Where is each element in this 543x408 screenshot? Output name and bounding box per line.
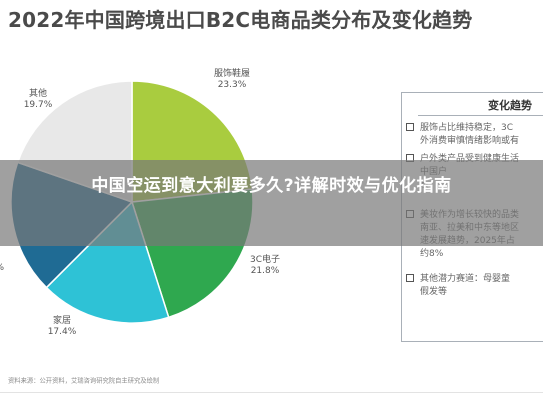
slice-category-label: 家居: [53, 314, 71, 326]
trend-item-text: 其他潜力赛道：母婴童 假发等: [420, 274, 511, 297]
checkbox-icon: [406, 274, 414, 282]
source-note: 资料来源：公开资料，艾瑞咨询研究院自主研究及绘制: [8, 376, 160, 385]
trend-item-text: 服饰占比维持稳定，3C 外消费审慎情绪影响或有: [420, 123, 520, 146]
trend-panel-header: [418, 93, 543, 116]
footer-divider: [0, 392, 543, 393]
overlay-banner: [0, 160, 543, 246]
overlay-headline: 中国空运到意大利要多久?详解时效与优化指南: [91, 176, 452, 196]
slice-value-label: 17.4%: [48, 327, 77, 337]
checkbox-icon: [406, 123, 414, 131]
slice-category-label: 3C电子: [250, 253, 280, 265]
slice-category-label: 其他: [29, 87, 47, 99]
slice-value-label: 21.8%: [251, 266, 280, 276]
slice-value-label: 23.3%: [218, 80, 247, 90]
chart-title: 2022年中国跨境出口B2C电商品类分布及变化趋势: [8, 8, 473, 32]
slice-value-label: 19.7%: [24, 100, 53, 110]
slice-value-label: %: [0, 263, 4, 273]
trend-panel-title: 变化趋势: [488, 99, 532, 112]
slice-category-label: 服饰鞋履: [214, 67, 250, 79]
